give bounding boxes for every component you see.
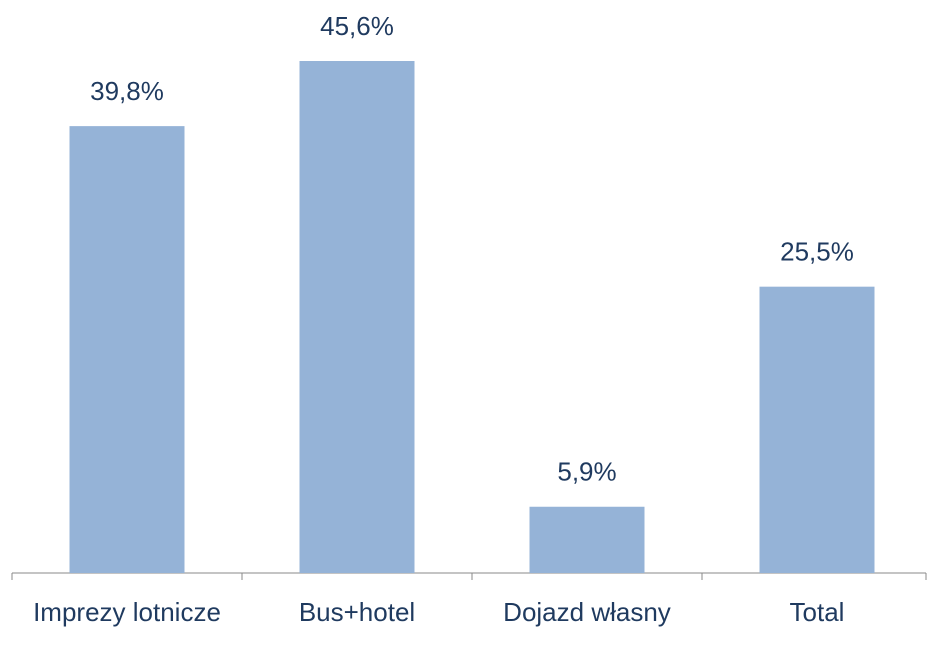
- data-label: 5,9%: [557, 457, 616, 487]
- data-label: 45,6%: [320, 11, 394, 41]
- bar: [69, 126, 185, 574]
- x-tick-label: Bus+hotel: [298, 597, 416, 627]
- bar: [299, 61, 415, 573]
- x-tick-label: Imprezy lotnicze: [33, 597, 221, 627]
- data-label: 39,8%: [90, 76, 164, 106]
- data-label: 25,5%: [780, 237, 854, 267]
- bar: [529, 506, 645, 573]
- x-tick-label: Total: [789, 597, 845, 627]
- x-tick-label: Dojazd własny: [503, 597, 671, 627]
- bar: [759, 286, 875, 573]
